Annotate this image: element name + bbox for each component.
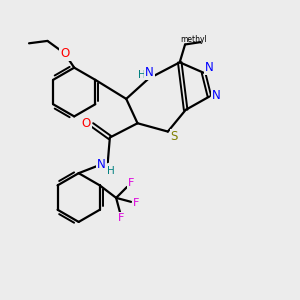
Text: N: N <box>97 158 106 171</box>
Text: O: O <box>82 117 91 130</box>
Text: F: F <box>128 178 134 188</box>
Text: O: O <box>60 47 69 60</box>
Text: N: N <box>205 61 214 74</box>
Text: N: N <box>212 88 221 101</box>
Text: H: H <box>107 166 115 176</box>
Text: N: N <box>145 66 154 79</box>
Text: O: O <box>82 117 91 130</box>
Text: N: N <box>205 61 214 74</box>
Text: O: O <box>60 47 69 60</box>
Text: N: N <box>212 88 221 101</box>
Text: N: N <box>145 66 154 79</box>
Text: F: F <box>133 198 140 208</box>
Text: N: N <box>97 158 106 171</box>
Text: S: S <box>171 130 178 143</box>
Text: H: H <box>138 70 146 80</box>
Text: S: S <box>171 130 178 143</box>
Text: F: F <box>118 213 125 223</box>
Text: methyl: methyl <box>180 34 207 43</box>
